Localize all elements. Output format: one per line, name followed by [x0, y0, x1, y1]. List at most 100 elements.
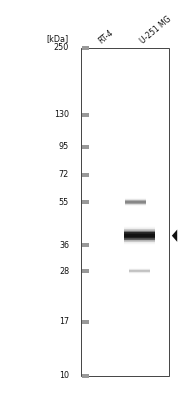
Bar: [129, 267, 150, 268]
Bar: [124, 240, 155, 241]
Bar: [124, 229, 155, 230]
Bar: [124, 242, 155, 243]
Text: 36: 36: [59, 241, 69, 250]
Bar: [129, 267, 150, 268]
Bar: [124, 225, 155, 226]
Bar: [82, 113, 89, 117]
Bar: [125, 204, 146, 205]
Text: [kDa]: [kDa]: [47, 34, 69, 43]
Bar: [125, 204, 146, 205]
Bar: [124, 224, 155, 225]
Bar: [124, 236, 155, 237]
Text: 72: 72: [59, 170, 69, 179]
Bar: [129, 272, 150, 273]
Polygon shape: [172, 230, 177, 242]
Bar: [125, 202, 146, 203]
Bar: [129, 269, 150, 270]
Bar: [125, 206, 146, 207]
Bar: [82, 269, 89, 273]
Bar: [124, 239, 155, 240]
Bar: [124, 234, 155, 235]
Bar: [129, 268, 150, 269]
Bar: [124, 241, 155, 242]
Text: 10: 10: [59, 372, 69, 380]
Bar: [129, 268, 150, 269]
Bar: [124, 232, 155, 233]
Bar: [124, 245, 155, 246]
Bar: [125, 197, 146, 198]
Bar: [124, 230, 155, 231]
Bar: [124, 239, 155, 240]
Bar: [125, 205, 146, 206]
Bar: [125, 206, 146, 207]
Bar: [129, 272, 150, 273]
Bar: [124, 235, 155, 236]
Bar: [124, 229, 155, 230]
Bar: [125, 199, 146, 200]
Bar: [124, 225, 155, 226]
Bar: [125, 198, 146, 199]
Bar: [124, 237, 155, 238]
Bar: [124, 238, 155, 239]
Bar: [125, 202, 146, 203]
Bar: [82, 374, 89, 378]
Bar: [124, 243, 155, 244]
Text: 95: 95: [59, 142, 69, 151]
Bar: [124, 228, 155, 229]
Bar: [124, 238, 155, 239]
Bar: [124, 234, 155, 235]
Bar: [124, 233, 155, 234]
Bar: [124, 227, 155, 228]
Bar: [125, 205, 146, 206]
Bar: [82, 244, 89, 248]
Text: 55: 55: [59, 198, 69, 207]
Bar: [129, 268, 150, 269]
Text: RT-4: RT-4: [97, 28, 115, 46]
Bar: [124, 232, 155, 233]
Bar: [124, 242, 155, 243]
Bar: [124, 236, 155, 237]
Bar: [129, 272, 150, 273]
Bar: [129, 270, 150, 271]
Bar: [124, 232, 155, 233]
Bar: [124, 224, 155, 225]
Bar: [129, 271, 150, 272]
Bar: [129, 271, 150, 272]
Bar: [82, 144, 89, 148]
Bar: [125, 197, 146, 198]
Bar: [124, 241, 155, 242]
Bar: [129, 274, 150, 275]
Bar: [124, 240, 155, 241]
Bar: [124, 231, 155, 232]
Bar: [125, 203, 146, 204]
Bar: [124, 233, 155, 234]
Bar: [125, 206, 146, 207]
Bar: [125, 199, 146, 200]
Bar: [129, 272, 150, 273]
Bar: [129, 270, 150, 271]
Bar: [124, 230, 155, 231]
Bar: [82, 46, 89, 50]
Bar: [81, 48, 169, 376]
Bar: [124, 246, 155, 247]
Bar: [129, 269, 150, 270]
Bar: [124, 227, 155, 228]
Bar: [125, 203, 146, 204]
Bar: [125, 201, 146, 202]
Text: 250: 250: [54, 44, 69, 52]
Text: 28: 28: [59, 266, 69, 276]
Bar: [125, 199, 146, 200]
Bar: [124, 233, 155, 234]
Bar: [125, 198, 146, 199]
Bar: [124, 237, 155, 238]
Bar: [129, 269, 150, 270]
Bar: [124, 235, 155, 236]
Bar: [124, 244, 155, 245]
Bar: [124, 245, 155, 246]
Bar: [125, 204, 146, 205]
Bar: [125, 197, 146, 198]
Bar: [124, 246, 155, 247]
Bar: [124, 235, 155, 236]
Bar: [124, 228, 155, 229]
Bar: [125, 200, 146, 201]
